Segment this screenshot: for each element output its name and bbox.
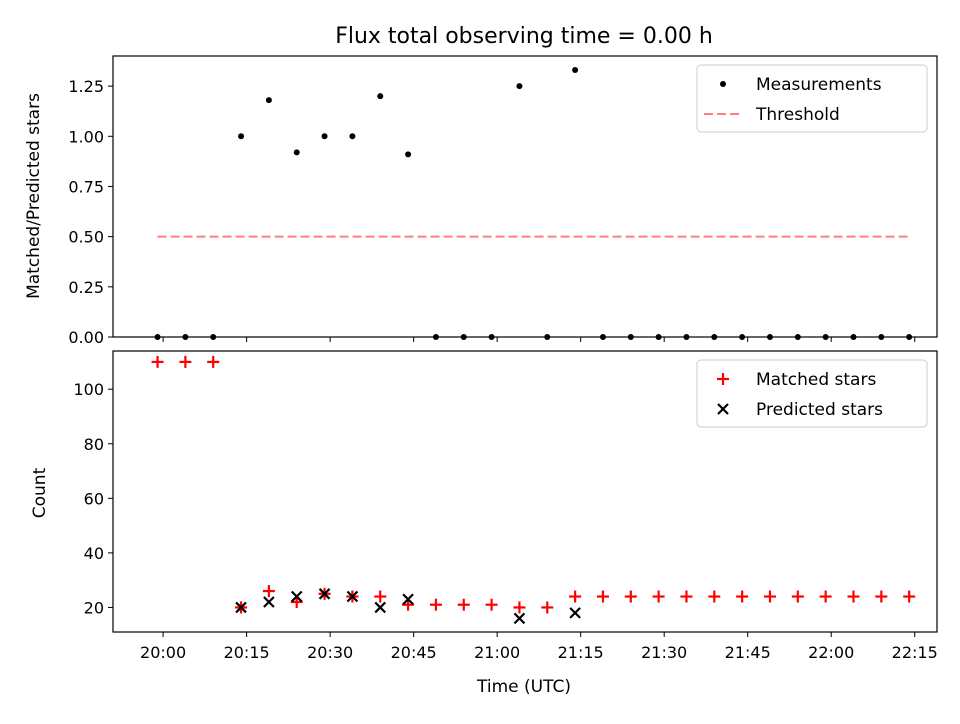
- bottom-y-axis-label: Count: [30, 467, 50, 518]
- axes-frame: [112, 55, 938, 338]
- top-plot-area: 0.00 0.25 0.50 0.75 1.00 1.25 Measurements Thre…: [68, 55, 938, 347]
- y-tick-label: 0.25: [68, 278, 104, 297]
- predicted-stars-point: [374, 601, 387, 614]
- top-legend: Measurements Threshold: [696, 64, 928, 133]
- predicted-stars-point: [346, 590, 359, 603]
- legend-cross-marker: [717, 403, 729, 415]
- measurement-point: [238, 133, 245, 140]
- measurement-point: [293, 149, 300, 156]
- matched-stars-point: [791, 590, 804, 603]
- matched-stars-point: [485, 598, 498, 611]
- y-tick-label: 40: [84, 544, 104, 563]
- matched-stars-point: [763, 590, 776, 603]
- matched-stars-point: [429, 598, 442, 611]
- matched-stars-point: [457, 598, 470, 611]
- x-tick-label: 20:00: [140, 643, 186, 662]
- x-tick-label: 21:15: [558, 643, 604, 662]
- predicted-stars-point: [290, 590, 303, 603]
- matched-stars-point: [819, 590, 832, 603]
- legend-label: Matched stars: [756, 370, 876, 390]
- y-tick-label: 100: [73, 380, 104, 399]
- measurement-point: [349, 133, 356, 140]
- matched-stars-point: [541, 601, 554, 614]
- x-tick-label: 20:15: [224, 643, 270, 662]
- measurement-point: [377, 93, 384, 100]
- axes-frame: [112, 350, 938, 633]
- x-axis-label: Time (UTC): [476, 677, 571, 697]
- matched-stars-point: [596, 590, 609, 603]
- predicted-stars-point: [318, 588, 331, 600]
- y-tick-label: 60: [84, 489, 104, 508]
- x-tick-label: 21:30: [641, 643, 687, 662]
- matched-stars-point: [179, 355, 192, 368]
- figure-title: Flux total observing time = 0.00 h: [335, 24, 713, 49]
- x-tick-label: 20:30: [307, 643, 353, 662]
- bottom-plot-area: 20:00 20:15 20:30 20:45 21:00 21:15 21:30 21:45…: [73, 350, 938, 662]
- measurement-point: [321, 133, 328, 140]
- predicted-stars-point: [402, 593, 414, 606]
- predicted-stars-point: [235, 601, 247, 614]
- matched-stars-point: [903, 590, 916, 603]
- matched-stars-point: [875, 590, 888, 603]
- y-tick-label: 1.25: [68, 77, 104, 96]
- matched-stars-point: [680, 590, 693, 603]
- x-tick-label: 20:45: [391, 643, 437, 662]
- matched-stars-point: [151, 355, 164, 368]
- measurement-point: [265, 97, 272, 104]
- measurement-point: [572, 67, 579, 74]
- matched-stars-point: [652, 590, 665, 603]
- legend-plus-marker: [717, 373, 729, 385]
- predicted-stars-point: [513, 612, 526, 625]
- x-tick-label: 21:45: [725, 643, 771, 662]
- legend-dot-marker: [720, 81, 726, 87]
- bottom-legend: Matched stars Predicted stars: [696, 359, 928, 428]
- predicted-stars-point: [569, 607, 581, 619]
- legend-label: Threshold: [755, 105, 840, 125]
- y-tick-label: 0.75: [68, 177, 104, 196]
- x-tick-label: 22:15: [892, 643, 938, 662]
- measurement-point: [516, 83, 523, 90]
- x-tick-label: 22:00: [808, 643, 854, 662]
- matched-stars-point: [624, 590, 637, 603]
- y-tick-label: 1.00: [68, 127, 104, 146]
- matched-stars-point: [374, 590, 387, 603]
- y-tick-label: 0.00: [68, 328, 104, 347]
- matched-stars-point: [569, 590, 582, 603]
- y-tick-label: 0.50: [68, 228, 104, 247]
- y-tick-label: 80: [84, 435, 104, 454]
- matched-stars-point: [708, 590, 721, 603]
- measurement-point: [405, 151, 412, 158]
- legend-label: Predicted stars: [756, 400, 883, 420]
- predicted-stars-point: [263, 596, 275, 608]
- x-tick-label: 21:00: [474, 643, 520, 662]
- legend-label: Measurements: [756, 75, 882, 95]
- matched-stars-point: [847, 590, 860, 603]
- y-tick-label: 20: [84, 598, 104, 617]
- matched-stars-point: [207, 355, 220, 368]
- matched-stars-point: [736, 590, 749, 603]
- top-y-axis-label: Matched/Predicted stars: [24, 93, 44, 299]
- matched-stars-point: [513, 601, 526, 614]
- matched-stars-point: [262, 585, 275, 598]
